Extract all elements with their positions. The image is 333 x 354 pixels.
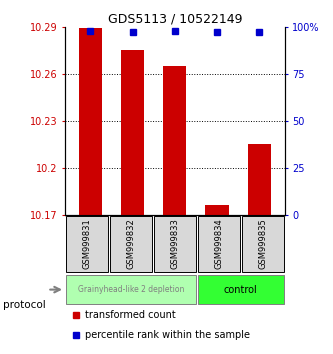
Bar [198,275,284,304]
Text: GSM999834: GSM999834 [214,219,223,269]
Bar [121,50,144,215]
Text: protocol: protocol [3,300,46,310]
Text: Grainyhead-like 2 depletion: Grainyhead-like 2 depletion [78,285,184,294]
Bar [198,216,240,272]
Bar [242,216,284,272]
Bar [66,275,196,304]
Text: transformed count: transformed count [85,310,175,320]
Bar [110,216,152,272]
Bar [79,28,102,215]
Text: GSM999832: GSM999832 [126,219,136,269]
Bar [163,66,186,215]
Bar [205,205,229,215]
Text: GSM999833: GSM999833 [170,219,179,269]
Text: control: control [224,285,258,295]
Text: GSM999831: GSM999831 [82,219,92,269]
Text: percentile rank within the sample: percentile rank within the sample [85,330,250,341]
Title: GDS5113 / 10522149: GDS5113 / 10522149 [108,12,242,25]
Bar [248,144,271,215]
Bar [66,216,108,272]
Bar [154,216,196,272]
Text: GSM999835: GSM999835 [258,219,267,269]
